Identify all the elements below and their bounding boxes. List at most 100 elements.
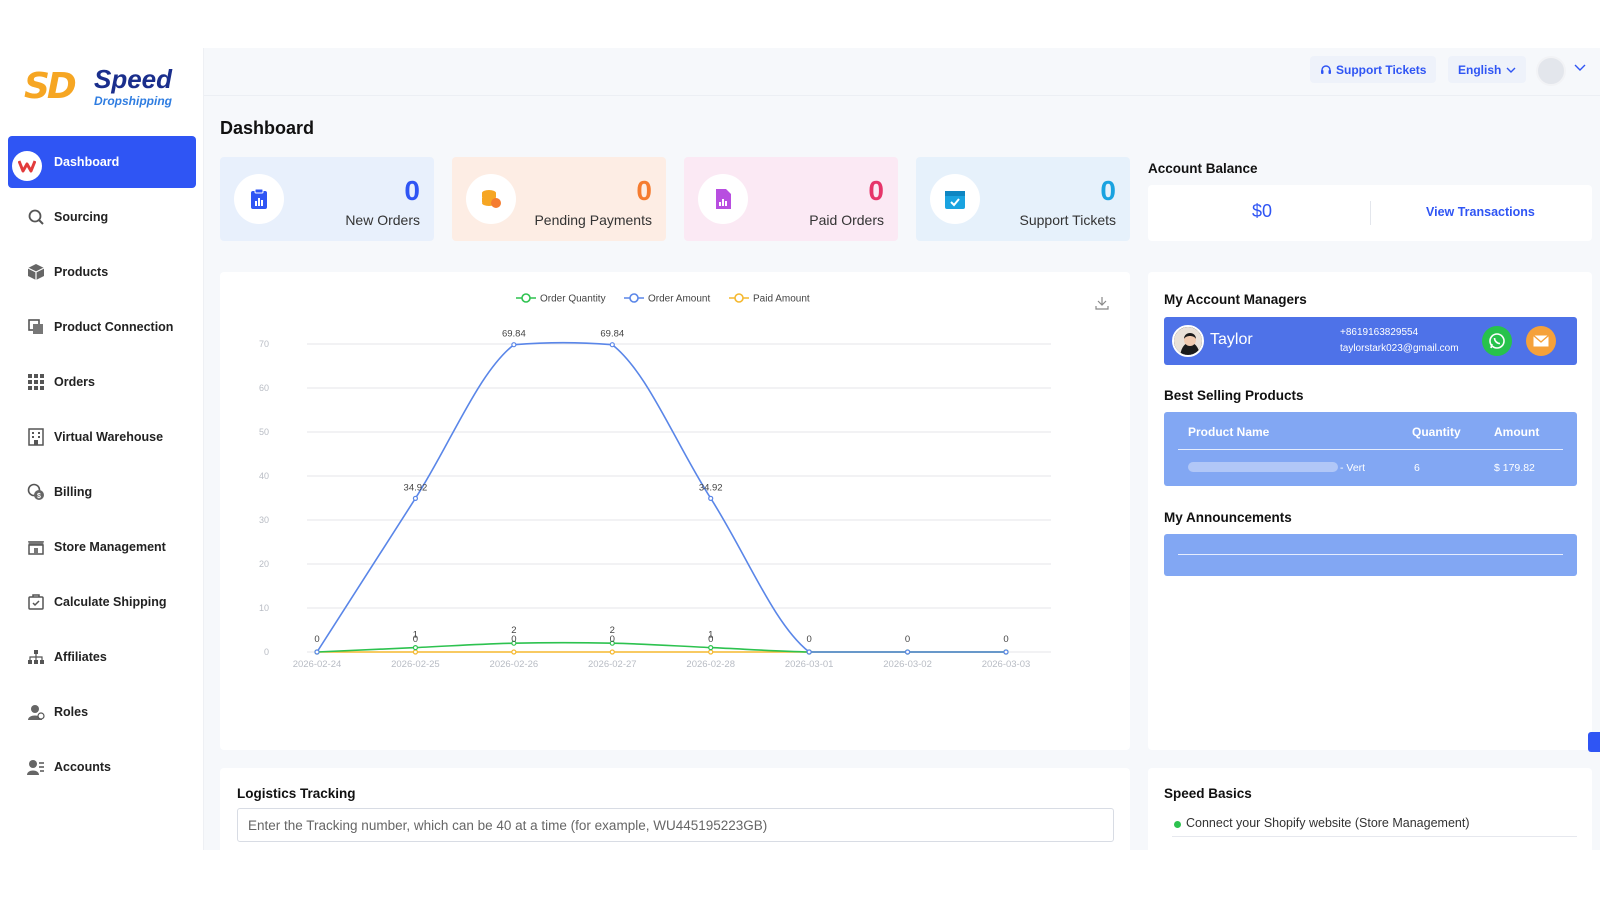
data-point <box>806 649 812 655</box>
sidebar-item-store-management[interactable]: Store Management <box>8 521 196 573</box>
sidebar-item-label: Roles <box>54 705 89 719</box>
download-icon[interactable] <box>1095 296 1109 310</box>
brand-logo[interactable]: SD Speed Dropshipping <box>24 60 184 110</box>
data-point <box>511 649 517 655</box>
brand-name: Speed <box>94 64 173 94</box>
speed-basics-item[interactable]: Connect your Shopify website (Store Mana… <box>1186 816 1470 830</box>
speed-basics-card <box>1148 768 1592 850</box>
data-label: 0 <box>905 634 910 645</box>
sidebar-item-accounts[interactable]: Accounts <box>8 741 196 793</box>
series-line-order-quantity <box>316 641 1006 653</box>
billing-icon: $ <box>26 482 46 502</box>
stat-card-paid-orders[interactable]: 0 Paid Orders <box>684 157 898 241</box>
sidebar: SD Speed Dropshipping Dashboard Sourcing… <box>0 48 204 850</box>
data-label: 69.84 <box>502 329 526 340</box>
y-tick-label: 0 <box>264 647 269 657</box>
data-point <box>412 645 419 651</box>
sidebar-item-label: Accounts <box>54 760 111 774</box>
account-manager-card: Taylor +8619163829554 taylorstark023@gma… <box>1164 317 1577 365</box>
sidebar-item-label: Products <box>54 265 109 279</box>
data-label: 0 <box>314 634 319 645</box>
data-point <box>904 649 911 655</box>
x-tick-label: 2026-02-24 <box>293 659 342 670</box>
language-select[interactable]: English <box>1448 56 1527 83</box>
language-label: English <box>1458 62 1502 77</box>
whatsapp-icon[interactable] <box>1482 326 1512 356</box>
announcements-panel <box>1164 534 1577 576</box>
user-avatar[interactable] <box>1536 56 1566 86</box>
sidebar-item-label: Sourcing <box>54 210 109 224</box>
search-icon <box>26 207 46 227</box>
tracking-number-input[interactable]: Enter the Tracking number, which can be … <box>237 808 1114 842</box>
product-quantity: 6 <box>1414 462 1420 474</box>
y-tick-label: 20 <box>259 559 269 569</box>
calendar-icon <box>930 174 980 224</box>
sidebar-item-label: Dashboard <box>54 155 120 169</box>
sidebar-item-product-connection[interactable]: Product Connection <box>8 301 196 353</box>
sidebar-item-calculate-shipping[interactable]: Calculate Shipping <box>8 576 196 628</box>
column-header-quantity: Quantity <box>1412 425 1461 439</box>
best-selling-table: Product Name Quantity Amount - Vert 6 $ … <box>1164 412 1577 486</box>
data-label: 0 <box>806 634 811 645</box>
sidebar-item-virtual-warehouse[interactable]: Virtual Warehouse <box>8 411 196 463</box>
data-point <box>314 649 320 655</box>
data-point <box>609 649 615 655</box>
stat-card-support-tickets[interactable]: 0 Support Tickets <box>916 157 1130 241</box>
manager-email: taylorstark023@gmail.com <box>1340 343 1459 354</box>
sidebar-item-dashboard[interactable]: Dashboard <box>8 136 196 188</box>
scroll-to-top-tab[interactable] <box>1588 732 1600 752</box>
data-label: 2 <box>610 625 615 636</box>
stat-value: 0 <box>868 175 884 206</box>
data-point <box>412 649 419 655</box>
headset-icon <box>1321 64 1331 74</box>
account-balance-amount: $0 <box>1252 201 1273 221</box>
divider <box>1172 836 1577 837</box>
sidebar-item-roles[interactable]: Roles <box>8 686 196 738</box>
brand-mark: SD <box>24 66 77 107</box>
support-tickets-label: Support Tickets <box>1336 62 1427 77</box>
y-tick-label: 70 <box>259 339 269 349</box>
sidebar-item-products[interactable]: Products <box>8 246 196 298</box>
sidebar-nav: Dashboard Sourcing Products Product Conn… <box>8 136 196 796</box>
x-tick-label: 2026-03-02 <box>883 659 932 670</box>
view-transactions-link[interactable]: View Transactions <box>1426 205 1535 219</box>
stat-label: Paid Orders <box>809 212 884 228</box>
product-name-suffix: - Vert <box>1340 462 1366 474</box>
y-tick-label: 40 <box>259 471 269 481</box>
app-frame: SD Speed Dropshipping Dashboard Sourcing… <box>0 48 1600 850</box>
announcements-title: My Announcements <box>1164 510 1292 525</box>
stat-card-pending-payments[interactable]: 0 Pending Payments <box>452 157 666 241</box>
account-balance-card: $0 View Transactions <box>1148 185 1592 241</box>
data-label: 0 <box>413 634 418 645</box>
divider <box>1370 201 1371 225</box>
data-point <box>708 649 714 655</box>
sidebar-item-affiliates[interactable]: Affiliates <box>8 631 196 683</box>
data-label: 69.84 <box>600 329 624 340</box>
x-tick-label: 2026-03-01 <box>785 659 834 670</box>
sidebar-item-billing[interactable]: $ Billing <box>8 466 196 518</box>
chevron-down-icon[interactable] <box>1574 64 1586 72</box>
legend-label: Order Quantity <box>540 294 606 305</box>
coins-icon <box>466 174 516 224</box>
best-selling-title: Best Selling Products <box>1164 388 1304 403</box>
stat-card-new-orders[interactable]: 0 New Orders <box>220 157 434 241</box>
sidebar-item-sourcing[interactable]: Sourcing <box>8 191 196 243</box>
x-tick-label: 2026-03-03 <box>982 659 1031 670</box>
manager-avatar <box>1172 325 1204 357</box>
sidebar-item-label: Billing <box>54 485 93 499</box>
support-tickets-button[interactable]: Support Tickets <box>1310 56 1437 83</box>
stat-label: New Orders <box>345 212 420 228</box>
sidebar-item-orders[interactable]: Orders <box>8 356 196 408</box>
svg-text:$: $ <box>37 493 41 500</box>
divider <box>1178 449 1563 450</box>
link-icon <box>26 317 46 337</box>
data-label: 0 <box>511 634 516 645</box>
affiliates-icon <box>26 647 46 667</box>
email-icon[interactable] <box>1526 326 1556 356</box>
clipboard-icon <box>234 174 284 224</box>
x-tick-label: 2026-02-26 <box>490 659 539 670</box>
legend-label: Paid Amount <box>753 294 810 305</box>
product-amount: $ 179.82 <box>1494 462 1535 474</box>
speed-basics-title: Speed Basics <box>1164 786 1252 801</box>
